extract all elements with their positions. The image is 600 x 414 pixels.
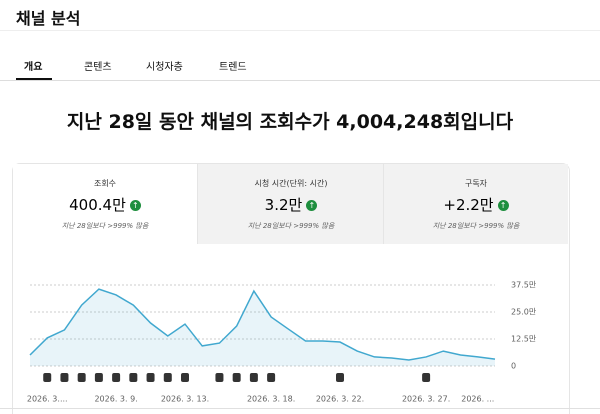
line	[29, 288, 496, 361]
video-icon	[422, 373, 431, 382]
video-icon	[267, 373, 276, 382]
tab[interactable]: 트렌드	[219, 62, 247, 73]
video-icon	[249, 373, 258, 382]
x-tick-label: 2026. 3. 9.	[94, 395, 137, 404]
metric-change: 지난 28일보다 >999% 많음	[247, 222, 335, 230]
metric[interactable]: 시청 시간(단위: 시간) 3.2만 ↑ 지난 28일보다 >999% 많음	[197, 164, 384, 244]
y-tick-label: 12.5만	[511, 335, 537, 344]
divider	[0, 30, 600, 31]
video-icon	[94, 373, 103, 382]
divider	[0, 80, 600, 81]
metric-change: 지난 28일보다 >999% 많음	[61, 222, 149, 230]
metric-label: 시청 시간(단위: 시간)	[254, 179, 328, 188]
metric-value: +2.2만	[443, 196, 494, 214]
video-icon	[336, 373, 344, 382]
x-tick-label: 2026. 3. 18.	[247, 395, 295, 404]
headline: 지난 28일 동안 채널의 조회수가 4,004,248회입니다	[66, 111, 514, 133]
x-tick-label: 2026. 3. 13.	[161, 395, 209, 404]
video-icon	[232, 373, 241, 382]
divider	[0, 408, 600, 409]
x-tick-label: 2026. ...	[461, 395, 494, 404]
video-icon	[77, 373, 86, 382]
y-tick-label: 0	[511, 362, 516, 371]
area	[30, 289, 495, 366]
metric-change: 지난 28일보다 >999% 많음	[432, 222, 520, 230]
metric-value: 3.2만	[264, 196, 303, 214]
video-icon	[129, 373, 138, 382]
up-icon: ↑	[497, 200, 509, 211]
video-icon	[146, 373, 155, 382]
tab[interactable]: 개요	[24, 62, 43, 73]
x-tick-label: 2026. 3....	[27, 395, 68, 404]
tab-underline	[16, 78, 52, 80]
metric-label: 구독자	[464, 179, 488, 188]
up-icon: ↑	[129, 200, 141, 211]
metric[interactable]: 구독자 +2.2만 ↑ 지난 28일보다 >999% 많음	[383, 164, 568, 244]
x-tick-label: 2026. 3. 27.	[402, 395, 450, 404]
y-tick-label: 37.5만	[511, 281, 537, 290]
y-tick-label: 25.0만	[511, 308, 537, 317]
video-icon	[163, 373, 172, 382]
metric-value: 400.4만	[69, 196, 126, 214]
video-icon	[60, 373, 69, 382]
tab[interactable]: 시청자층	[146, 62, 183, 73]
video-icon	[215, 373, 224, 382]
card	[12, 163, 570, 414]
video-icon	[112, 373, 121, 382]
video-icon	[181, 373, 189, 382]
metric[interactable]: 조회수 400.4만 ↑ 지난 28일보다 >999% 많음	[13, 164, 197, 244]
video-icon	[43, 373, 52, 382]
metric-label: 조회수	[93, 179, 117, 188]
x-tick-label: 2026. 3. 22.	[316, 395, 364, 404]
page-title: 채널 분석	[16, 9, 81, 28]
up-icon: ↑	[306, 200, 318, 211]
tab[interactable]: 콘텐츠	[84, 62, 112, 73]
